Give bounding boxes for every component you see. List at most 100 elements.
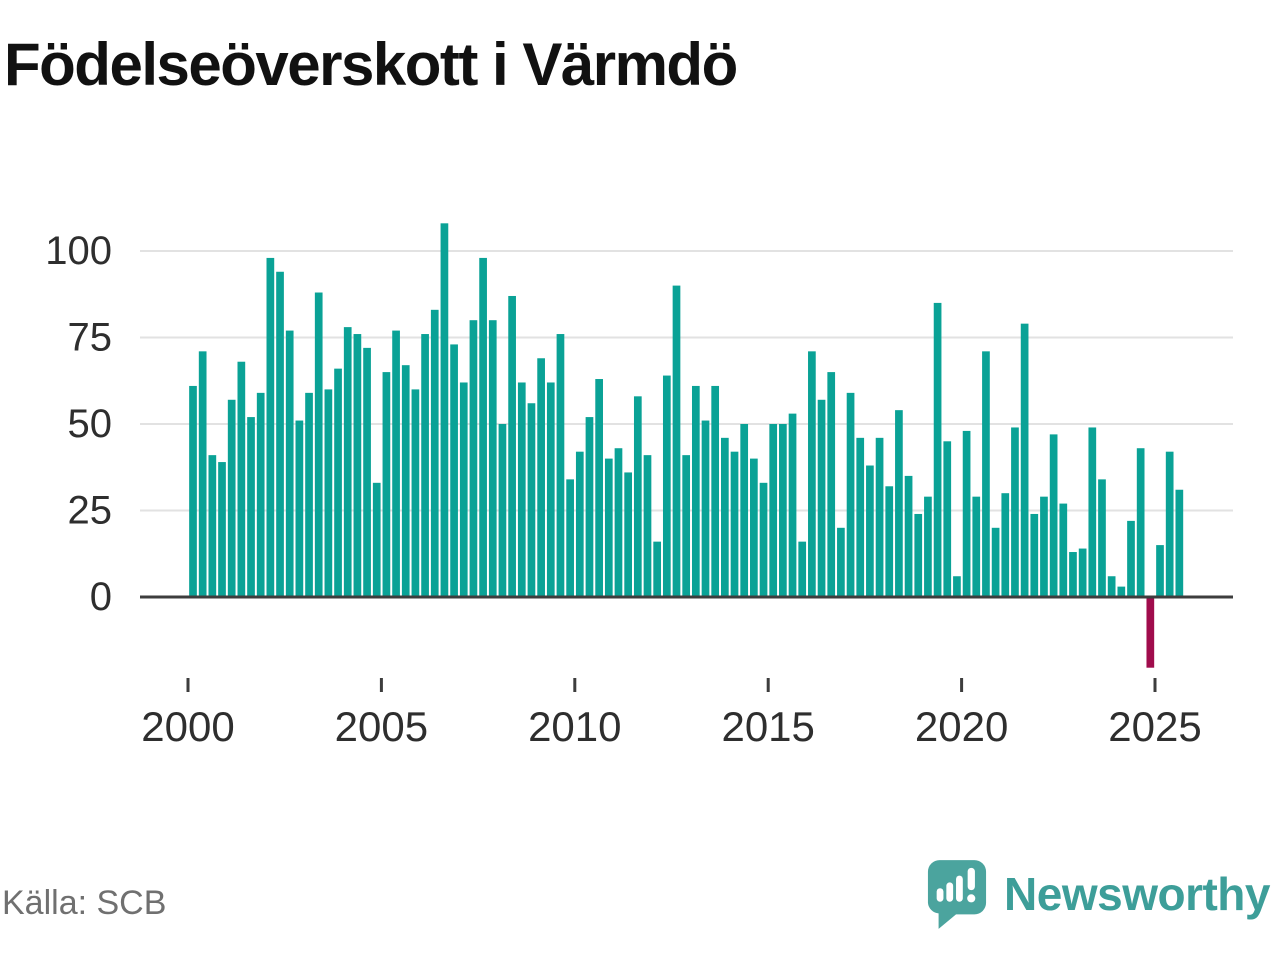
bar — [305, 392, 313, 597]
x-axis-label-2020: 2020 — [915, 703, 1008, 750]
chart-title: Födelseöverskott i Värmdö — [4, 31, 738, 98]
bar — [218, 462, 226, 597]
source-caption: Källa: SCB — [2, 884, 167, 922]
bar — [875, 437, 884, 597]
bar — [721, 437, 729, 597]
bar — [691, 385, 700, 597]
bar — [953, 576, 961, 597]
bar — [788, 413, 797, 597]
bar — [343, 327, 352, 597]
bar — [759, 482, 768, 597]
newsworthy-logo-text: Newsworthy — [1004, 868, 1270, 920]
bar — [982, 351, 990, 597]
x-axis-label-2015: 2015 — [721, 703, 814, 750]
bar — [856, 437, 865, 597]
bar — [372, 482, 381, 597]
bar — [885, 486, 894, 597]
y-axis-label-100: 100 — [45, 229, 112, 273]
bar — [817, 399, 826, 597]
y-axis-label-75: 75 — [68, 316, 113, 360]
bar — [537, 358, 545, 597]
bar — [508, 295, 516, 597]
logo-bar-large — [956, 875, 963, 902]
bar — [334, 368, 342, 597]
bar — [808, 351, 816, 597]
bar — [498, 424, 507, 597]
bar — [837, 527, 845, 597]
bar — [266, 257, 275, 597]
bar — [527, 403, 536, 597]
bar — [1069, 552, 1077, 597]
bar — [363, 347, 371, 597]
bar — [1088, 427, 1097, 597]
bar — [672, 285, 681, 597]
bar — [779, 424, 787, 597]
bar — [256, 392, 265, 597]
bar — [227, 399, 236, 597]
bar — [604, 458, 613, 597]
newsworthy-logo: Newsworthy — [926, 858, 1270, 930]
logo-bar-medium — [946, 882, 954, 902]
bar — [411, 389, 420, 597]
bar — [750, 458, 758, 597]
bar — [827, 372, 836, 597]
bar — [430, 309, 439, 597]
x-axis-label-2025: 2025 — [1108, 703, 1201, 750]
bar — [866, 465, 874, 597]
bar — [1040, 496, 1048, 597]
bar — [208, 455, 217, 597]
bar — [1156, 545, 1164, 597]
logo-bar-small — [936, 888, 944, 902]
bar — [962, 430, 971, 597]
bar — [1175, 489, 1184, 597]
bar — [682, 455, 691, 597]
y-axis-label-50: 50 — [68, 402, 113, 446]
bar — [421, 334, 429, 597]
bar — [972, 496, 981, 597]
bar — [479, 257, 487, 597]
bar — [353, 334, 362, 597]
bar — [314, 292, 323, 597]
bar — [1136, 448, 1145, 597]
y-axis-label-25: 25 — [68, 489, 113, 533]
bar-negative — [1146, 598, 1155, 668]
bar — [914, 513, 923, 597]
bar — [798, 541, 807, 597]
bar — [1107, 576, 1116, 597]
bar — [904, 475, 913, 597]
bar — [585, 417, 594, 597]
bar — [401, 365, 410, 597]
bar — [285, 330, 294, 597]
bar — [546, 382, 555, 597]
bar — [769, 424, 778, 597]
bar — [450, 344, 458, 597]
bar — [730, 451, 739, 597]
bar — [943, 441, 952, 597]
bar — [933, 302, 942, 597]
bar — [556, 334, 565, 597]
bar — [198, 351, 207, 597]
bar — [469, 320, 478, 597]
bar — [295, 420, 304, 597]
y-axis-label-0: 0 — [90, 575, 112, 619]
x-axis-label-2010: 2010 — [528, 703, 621, 750]
bar — [459, 382, 468, 597]
bar — [653, 541, 662, 597]
newsworthy-logo-icon — [927, 860, 987, 929]
bar — [575, 451, 584, 597]
bar — [633, 396, 642, 597]
bar — [1117, 586, 1126, 597]
bar — [846, 392, 855, 597]
bar — [614, 448, 623, 597]
bar — [1059, 503, 1068, 597]
bar — [1001, 493, 1010, 597]
bar — [1049, 434, 1058, 597]
bar — [1011, 427, 1019, 597]
logo-exclamation-stem — [967, 867, 975, 891]
x-axis-label-2000: 2000 — [141, 703, 234, 750]
bar — [924, 496, 932, 597]
bar — [701, 420, 710, 597]
bar — [1098, 479, 1106, 597]
